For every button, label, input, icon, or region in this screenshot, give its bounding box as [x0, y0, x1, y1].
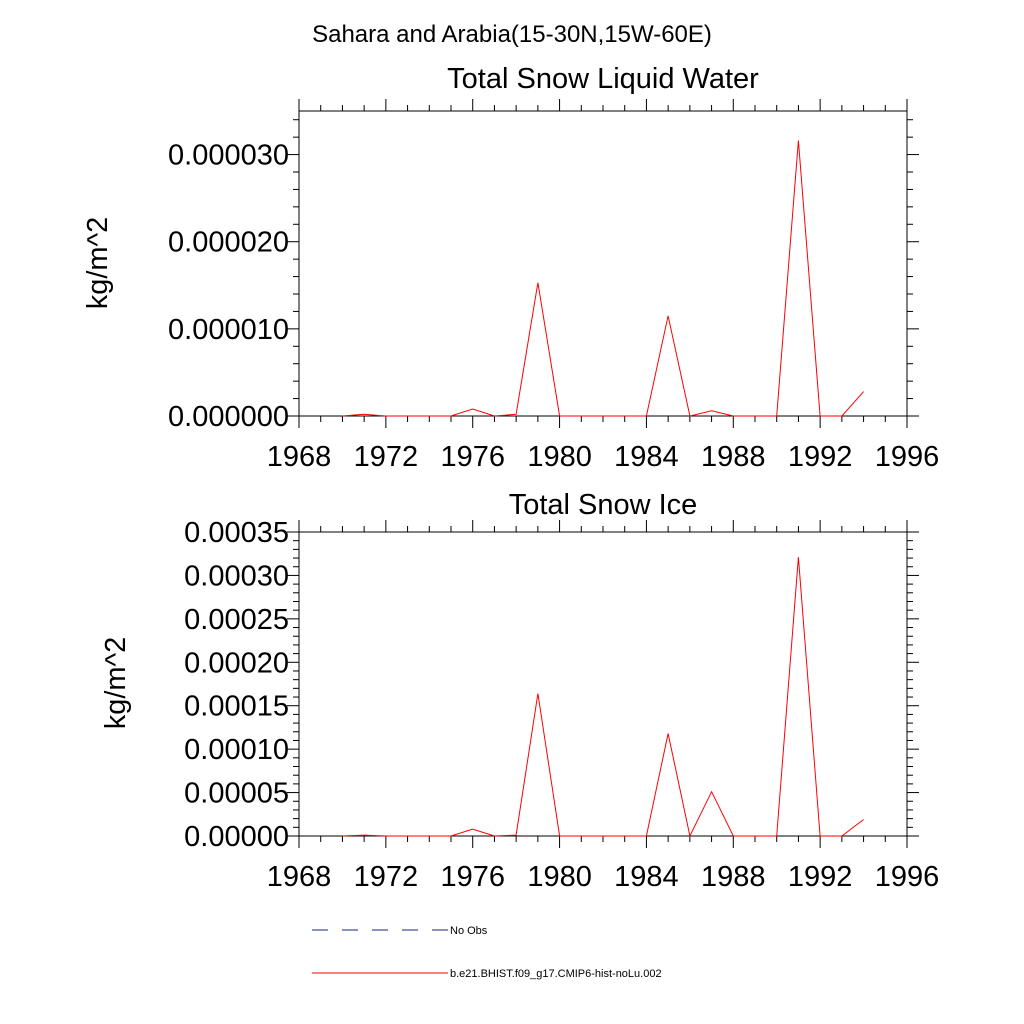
data-point [863, 819, 864, 820]
y-tick-label: 0.000020 [168, 227, 289, 259]
data-point [776, 836, 777, 837]
data-point [516, 414, 517, 415]
data-point [820, 416, 821, 417]
data-point [385, 836, 386, 837]
x-tick-label: 1976 [440, 441, 505, 473]
data-point [451, 836, 452, 837]
y-tick-label: 0.00035 [184, 517, 289, 549]
data-point [689, 416, 690, 417]
data-point [646, 416, 647, 417]
data-point [342, 836, 343, 837]
data-point [733, 836, 734, 837]
plot-frame [298, 531, 908, 837]
data-point [668, 733, 669, 734]
y-tick-label: 0.00000 [184, 821, 289, 853]
data-point [451, 416, 452, 417]
data-point [364, 835, 365, 836]
data-point [429, 416, 430, 417]
data-point [603, 836, 604, 837]
data-point [820, 836, 821, 837]
y-tick-label: 0.000030 [168, 140, 289, 172]
data-point [429, 836, 430, 837]
data-point [841, 416, 842, 417]
data-point [624, 836, 625, 837]
x-tick-label: 1984 [614, 861, 679, 893]
data-point [342, 416, 343, 417]
data-point [581, 416, 582, 417]
data-point [711, 410, 712, 411]
x-tick-label: 1980 [527, 441, 592, 473]
data-point [755, 416, 756, 417]
data-point [559, 416, 560, 417]
legend-model-label: b.e21.BHIST.f09_g17.CMIP6-hist-noLu.002 [450, 968, 662, 980]
figure-title: Sahara and Arabia(15-30N,15W-60E) [312, 21, 712, 48]
data-point [798, 140, 799, 141]
y-tick-label: 0.00005 [184, 778, 289, 810]
x-tick-label: 1968 [267, 861, 332, 893]
data-point [755, 836, 756, 837]
data-point [537, 693, 538, 694]
x-tick-label: 1972 [354, 861, 419, 893]
data-point [863, 391, 864, 392]
x-tick-label: 1996 [875, 861, 940, 893]
data-point [711, 791, 712, 792]
x-tick-label: 1984 [614, 441, 679, 473]
legend: No Obs b.e21.BHIST.f09_g17.CMIP6-hist-no… [312, 925, 662, 980]
y-tick-label: 0.00025 [184, 604, 289, 636]
data-point [798, 557, 799, 558]
data-point [537, 282, 538, 283]
data-point [624, 416, 625, 417]
x-tick-label: 1972 [354, 441, 419, 473]
panel-snow-liquid-water: Total Snow Liquid Water kg/m^2 1968 1972 1… [82, 63, 939, 473]
data-point [581, 836, 582, 837]
data-point [733, 416, 734, 417]
data-point [472, 829, 473, 830]
series-line [342, 140, 864, 417]
data-point [689, 836, 690, 837]
y-tick-label: 0.00010 [184, 734, 289, 766]
data-point [407, 836, 408, 837]
panel-title: Total Snow Ice [509, 489, 698, 521]
y-axis-label: kg/m^2 [82, 217, 114, 310]
panel-title: Total Snow Liquid Water [447, 63, 759, 95]
data-point [494, 416, 495, 417]
data-point [603, 416, 604, 417]
legend-obs-label: No Obs [450, 925, 488, 937]
x-tick-label: 1980 [527, 861, 592, 893]
x-tick-label: 1968 [267, 441, 332, 473]
data-point [407, 416, 408, 417]
y-tick-label: 0.00015 [184, 691, 289, 723]
data-point [776, 416, 777, 417]
x-tick-label: 1976 [440, 861, 505, 893]
x-tick-label: 1996 [875, 441, 940, 473]
x-tick-label: 1992 [788, 441, 853, 473]
data-point [516, 835, 517, 836]
data-point [364, 414, 365, 415]
y-tick-label: 0.00030 [184, 560, 289, 592]
data-point [494, 836, 495, 837]
y-tick-label: 0.00020 [184, 647, 289, 679]
x-tick-label: 1988 [701, 441, 766, 473]
x-tick-label: 1992 [788, 861, 853, 893]
y-tick-label: 0.000000 [168, 401, 289, 433]
data-point [559, 836, 560, 837]
data-point [385, 416, 386, 417]
y-axis-label: kg/m^2 [100, 637, 132, 730]
series-line [342, 557, 864, 838]
data-point [668, 315, 669, 316]
x-tick-label: 1988 [701, 861, 766, 893]
data-point [841, 836, 842, 837]
data-point [472, 409, 473, 410]
panel-snow-ice: Total Snow Ice kg/m^2 1968 1972 1976 1980 19… [100, 489, 939, 893]
plot-frame [298, 110, 908, 417]
y-tick-label: 0.000010 [168, 314, 289, 346]
data-point [646, 836, 647, 837]
